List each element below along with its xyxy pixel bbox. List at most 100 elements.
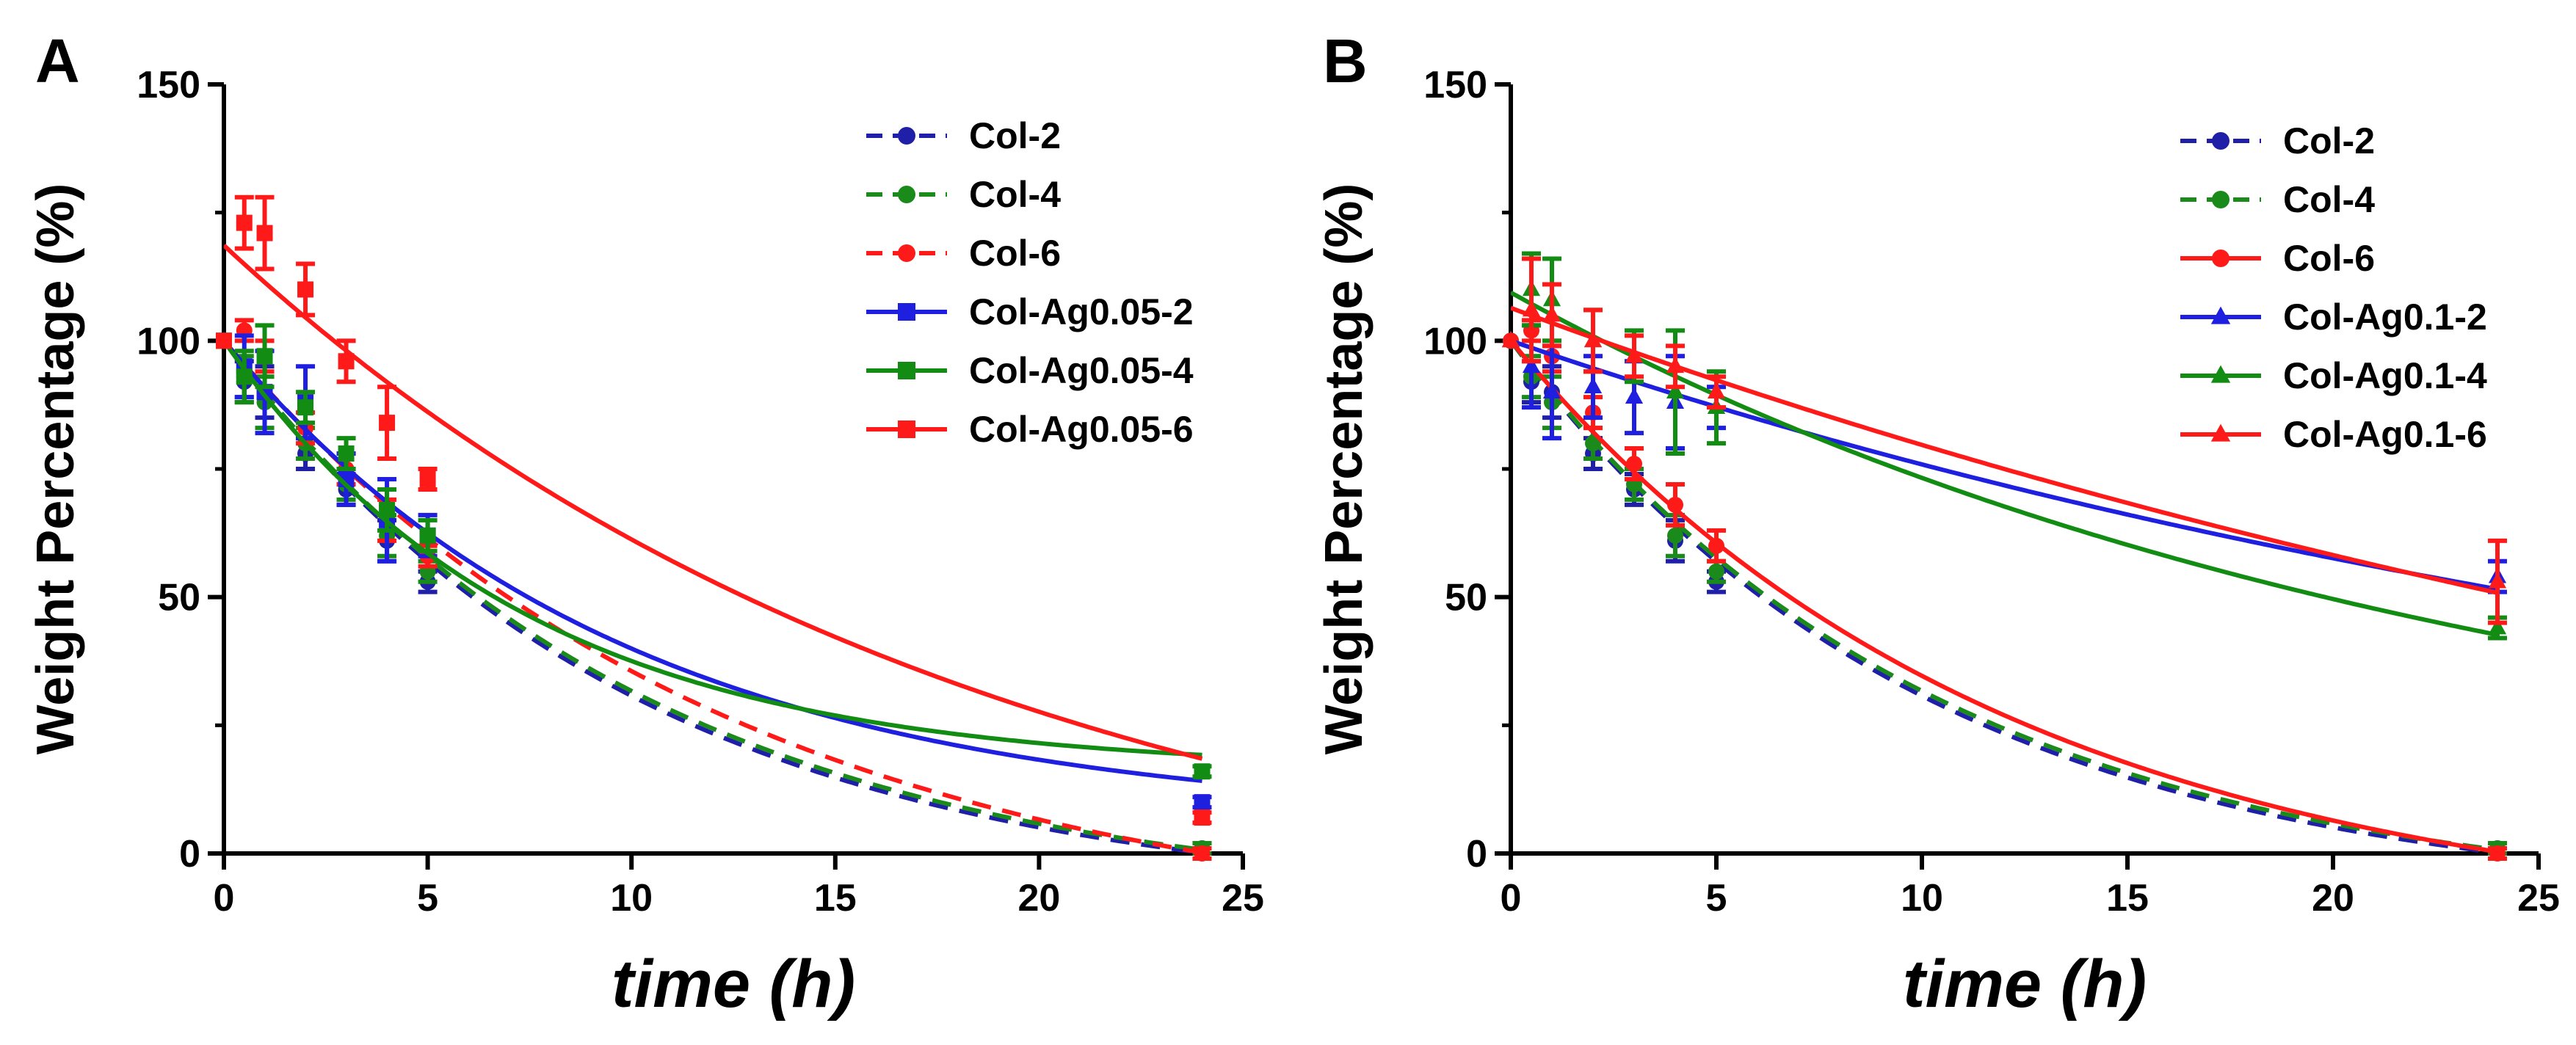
data-point	[419, 527, 436, 544]
y-tick-label: 50	[1445, 577, 1487, 619]
y-axis-title: Weight Percentage (%)	[1315, 183, 1374, 755]
legend-marker	[898, 127, 915, 145]
data-point	[1625, 346, 1644, 363]
x-tick-label: 25	[1222, 877, 1264, 920]
legend-entry: Col-4	[2180, 179, 2375, 220]
series-col-ag0-05-4	[216, 323, 1212, 780]
legend-marker	[898, 362, 915, 379]
legend-label: Col-4	[969, 174, 1061, 215]
data-point	[2488, 572, 2507, 589]
y-tick-label: 150	[137, 64, 200, 106]
series-col-ag0-05-2	[216, 332, 1212, 811]
legend-label: Col-Ag0.1-2	[2283, 296, 2487, 338]
legend-marker	[2212, 250, 2229, 267]
data-point	[297, 281, 314, 298]
legend-label: Col-Ag0.05-6	[969, 409, 1194, 450]
fit-curve	[1511, 291, 2498, 637]
legend-label: Col-Ag0.1-6	[2283, 414, 2487, 455]
x-tick-label: 20	[1017, 877, 1060, 920]
legend-entry: Col-Ag0.1-6	[2180, 414, 2487, 455]
data-point	[2488, 618, 2507, 635]
y-tick-label: 50	[158, 577, 200, 619]
series-col-6	[216, 318, 1212, 862]
data-point	[1542, 305, 1561, 322]
data-point	[1583, 377, 1603, 394]
panel-letter: A	[35, 26, 80, 95]
legend-entry: Col-Ag0.05-2	[866, 291, 1194, 332]
data-point	[1707, 382, 1726, 398]
data-point	[1194, 845, 1211, 862]
legend-entry: Col-2	[2180, 120, 2375, 161]
legend-label: Col-Ag0.05-4	[969, 350, 1194, 391]
legend-marker	[898, 420, 915, 438]
x-tick-label: 15	[2106, 877, 2149, 920]
x-tick-label: 10	[610, 877, 653, 920]
legend-entry: Col-Ag0.05-6	[866, 409, 1194, 450]
y-tick-label: 100	[1423, 320, 1487, 363]
legend-entry: Col-4	[866, 174, 1061, 215]
legend-marker	[898, 186, 915, 203]
data-point	[1666, 382, 1685, 398]
data-point	[236, 214, 253, 231]
x-tick-label: 0	[214, 877, 235, 920]
data-point	[1194, 763, 1211, 780]
series-col-2	[1503, 332, 2507, 857]
legend-marker	[2210, 423, 2231, 442]
data-point	[1666, 357, 1685, 374]
data-point	[1522, 300, 1541, 317]
data-point	[1667, 527, 1683, 544]
data-point	[419, 470, 436, 487]
y-tick-label: 0	[179, 833, 200, 875]
data-point	[1625, 387, 1644, 404]
data-point	[1542, 382, 1561, 398]
fit-curve	[224, 339, 1202, 757]
data-point	[379, 415, 396, 432]
legend-entry: Col-6	[866, 233, 1061, 274]
legend-label: Col-6	[969, 233, 1061, 274]
series-col-ag0-05-6	[216, 194, 1212, 826]
data-point	[256, 225, 273, 241]
legend-marker	[2210, 306, 2231, 324]
data-point	[1708, 537, 1724, 554]
y-tick-label: 100	[137, 320, 200, 363]
data-point	[236, 368, 253, 385]
fit-curve	[224, 339, 1202, 852]
x-axis-title: time (h)	[612, 947, 855, 1022]
legend-marker	[2212, 191, 2229, 208]
x-tick-label: 20	[2312, 877, 2354, 920]
x-tick-label: 15	[814, 877, 857, 920]
fit-curve	[224, 244, 1203, 761]
data-point	[1522, 357, 1541, 374]
x-axis-title: time (h)	[1903, 947, 2147, 1022]
legend-label: Col-2	[969, 115, 1061, 156]
panel-b: B 0 50 100 150 0 5 10 15 20 25 time (h) Weight Perce…	[1315, 26, 2560, 1022]
legend-marker	[2210, 365, 2231, 383]
series-col-6	[1503, 318, 2507, 862]
legend-marker	[898, 303, 915, 321]
data-point	[297, 399, 314, 416]
x-tick-label: 25	[2517, 877, 2560, 920]
data-point	[1194, 794, 1211, 811]
data-point	[256, 348, 273, 365]
data-point	[1194, 809, 1211, 826]
data-point	[379, 501, 396, 518]
legend-marker	[2212, 132, 2229, 150]
series-col-4	[1503, 332, 2507, 857]
legend-label: Col-Ag0.05-2	[969, 291, 1194, 332]
data-point	[1667, 496, 1683, 513]
legend-label: Col-4	[2283, 179, 2375, 220]
x-tick-label: 5	[417, 877, 438, 920]
panel-a: A 0 50 100 150 0 5 10 15 20 25 time (h) Weight Perce…	[26, 26, 1264, 1022]
legend-label: Col-2	[2283, 120, 2375, 161]
x-tick-label: 10	[1901, 877, 1943, 920]
data-point	[1708, 563, 1724, 580]
data-point	[338, 445, 355, 462]
legend-entry: Col-6	[2180, 238, 2375, 279]
data-point	[1501, 331, 1520, 348]
x-tick-label: 0	[1501, 877, 1522, 920]
y-axis-title: Weight Percentage (%)	[26, 183, 85, 755]
data-point	[216, 332, 232, 349]
data-point	[1626, 456, 1642, 473]
legend-label: Col-Ag0.1-4	[2283, 355, 2487, 396]
data-point	[1583, 331, 1603, 348]
